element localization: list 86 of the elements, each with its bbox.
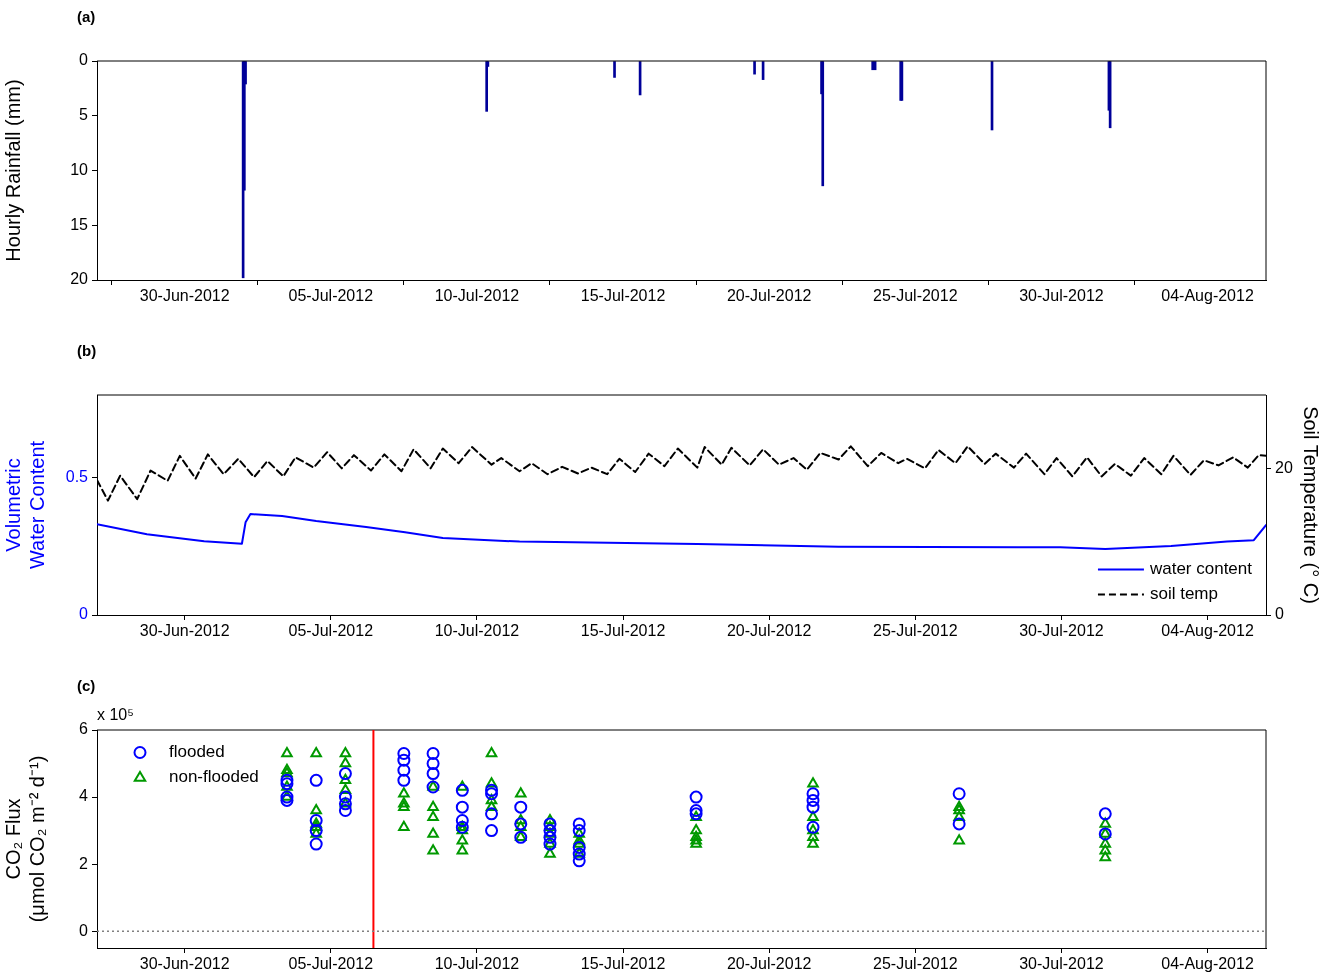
point — [806, 800, 820, 814]
y-axis-title: Hourly Rainfall (mm) — [1, 79, 24, 262]
bar — [821, 61, 825, 187]
point — [397, 753, 411, 767]
x-tick-label: 20-Jul-2012 — [726, 287, 812, 305]
bar — [753, 61, 756, 75]
chart-title: (a) — [77, 8, 96, 26]
y-tick-label: 0 — [79, 51, 89, 69]
point — [397, 763, 411, 777]
x-tick-label: 15-Jul-2012 — [580, 955, 666, 973]
x-tick-label: 25-Jul-2012 — [873, 287, 958, 305]
x-tick-label: 04-Aug-2012 — [1161, 955, 1254, 973]
y2-tick-label: 20 — [1275, 458, 1293, 476]
point — [397, 746, 411, 760]
y-tick-label: 10 — [70, 160, 89, 178]
point — [338, 790, 352, 804]
chart-title: (b) — [77, 342, 97, 360]
x-tick-label: 04-Aug-2012 — [1161, 287, 1254, 305]
x-tick-label: 20-Jul-2012 — [726, 955, 812, 973]
point — [572, 817, 586, 831]
point — [689, 790, 703, 804]
point — [543, 830, 557, 844]
point — [514, 800, 528, 814]
y2-tick-label: 0 — [1275, 605, 1284, 623]
point — [455, 783, 469, 797]
x-tick-label: 15-Jul-2012 — [580, 287, 666, 305]
x-tick-label: 04-Aug-2012 — [1161, 622, 1254, 640]
x-tick-label: 15-Jul-2012 — [580, 622, 666, 640]
point — [455, 800, 469, 814]
x-tick-label: 05-Jul-2012 — [288, 955, 374, 973]
x-tick-label: 30-Jun-2012 — [139, 622, 230, 640]
bar — [485, 61, 488, 112]
point — [806, 793, 820, 807]
point — [426, 757, 440, 771]
x-tick-label: 10-Jul-2012 — [434, 622, 520, 640]
point — [689, 803, 703, 817]
x-tick-label: 30-Jun-2012 — [139, 955, 230, 973]
legend-label: soil temp — [1149, 584, 1218, 604]
x-tick-label: 10-Jul-2012 — [434, 287, 520, 305]
x-tick-label: 25-Jul-2012 — [873, 622, 958, 640]
point — [309, 837, 323, 851]
x-tick-label: 20-Jul-2012 — [726, 622, 812, 640]
x-tick-label: 30-Jul-2012 — [1019, 955, 1104, 973]
y-tick-label: 5 — [79, 106, 89, 124]
y-tick-label: 15 — [70, 215, 89, 233]
point — [455, 814, 469, 828]
y-tick-label: 4 — [79, 787, 89, 805]
x-tick-label: 05-Jul-2012 — [288, 287, 374, 305]
point — [485, 783, 499, 797]
legend-label: non-flooded — [169, 767, 259, 787]
point — [280, 773, 294, 787]
x-tick-label: 30-Jul-2012 — [1019, 287, 1104, 305]
chart-title: (c) — [77, 677, 96, 695]
legend-label: water content — [1148, 559, 1253, 579]
point — [338, 767, 352, 781]
x-tick-label: 05-Jul-2012 — [288, 622, 374, 640]
point — [426, 746, 440, 760]
y-tick-label: 20 — [70, 270, 89, 288]
x-tick-label: 10-Jul-2012 — [434, 955, 520, 973]
x-tick-label: 30-Jun-2012 — [139, 287, 230, 305]
y-tick-label: 0 — [79, 921, 89, 939]
point — [338, 803, 352, 817]
point — [572, 840, 586, 854]
point — [309, 773, 323, 787]
point — [1098, 807, 1112, 821]
point — [426, 767, 440, 781]
x-tick-label: 25-Jul-2012 — [873, 955, 958, 973]
point — [485, 787, 499, 801]
bar — [613, 61, 616, 78]
x-tick-label: 30-Jul-2012 — [1019, 622, 1104, 640]
y-tick-label: 0 — [79, 605, 89, 623]
y-tick-label: 2 — [79, 854, 89, 872]
y2-axis-title: Soil Temperature (° C) — [1300, 406, 1323, 604]
y-axis-title: Volumetric Water Content — [1, 440, 48, 570]
text: x 10⁵ — [97, 706, 134, 724]
point — [485, 807, 499, 821]
y-axis-title: CO₂ Flux (μmol CO₂ m⁻² d⁻¹) — [1, 755, 48, 923]
point — [572, 854, 586, 868]
point — [952, 787, 966, 801]
y-tick-label: 6 — [79, 720, 89, 738]
point — [485, 824, 499, 838]
y-tick-label: 0.5 — [65, 467, 89, 485]
point — [397, 773, 411, 787]
point — [806, 787, 820, 801]
point — [952, 817, 966, 831]
legend-label: flooded — [169, 742, 225, 762]
